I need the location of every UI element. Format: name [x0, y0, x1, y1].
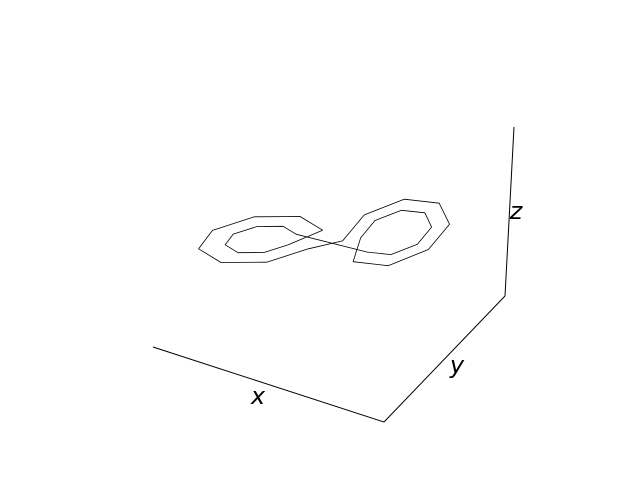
z-axis	[504, 126, 515, 297]
y-axis-label: y	[449, 351, 465, 379]
z-axis-label: z	[509, 197, 524, 225]
x-axis	[152, 346, 385, 423]
x-axis-label: x	[250, 382, 266, 410]
y-axis	[383, 295, 506, 423]
trajectory	[198, 198, 450, 267]
